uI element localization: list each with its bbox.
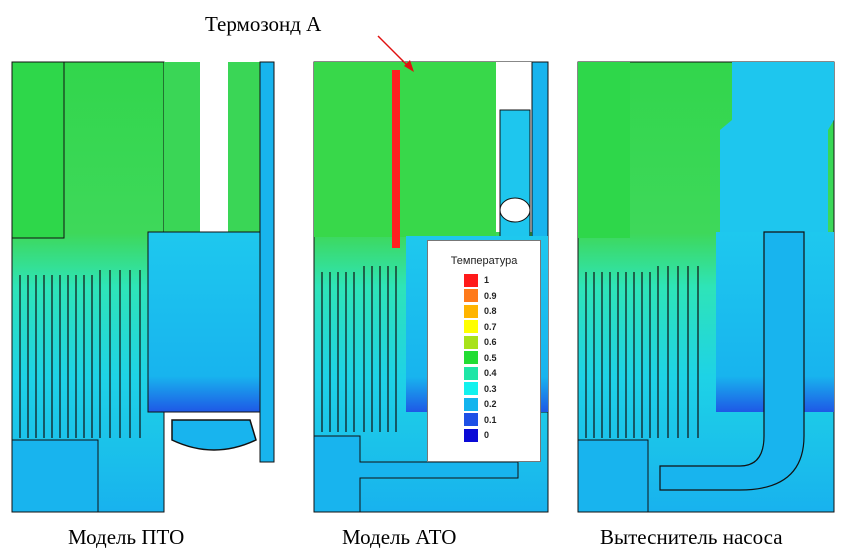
fuel-rods-pto bbox=[19, 270, 141, 438]
legend-entry: 1 bbox=[464, 273, 489, 287]
legend-entry: 0.1 bbox=[464, 413, 497, 427]
panel-pump-displacer bbox=[577, 61, 835, 513]
legend-swatch bbox=[464, 289, 478, 302]
temperature-legend: Температура 1 0.9 0.8 0.7 0.6 0.5 0.4 0.3 0.2 0.1… bbox=[427, 240, 541, 462]
legend-value: 0.8 bbox=[484, 306, 497, 316]
fuel-rods-ato bbox=[321, 266, 397, 432]
legend-swatch bbox=[464, 304, 478, 318]
caption-pto: Модель ПТО bbox=[68, 525, 185, 549]
legend-value: 0.7 bbox=[484, 321, 497, 332]
legend-entry: 0.7 bbox=[464, 320, 497, 334]
legend-entry: 0 bbox=[464, 428, 489, 442]
legend-value: 0.4 bbox=[484, 368, 497, 378]
legend-value: 0.3 bbox=[484, 383, 497, 394]
legend-entry: 0.9 bbox=[464, 289, 497, 303]
legend-swatch bbox=[464, 413, 478, 426]
legend-swatch bbox=[464, 397, 478, 411]
caption-pump-displacer: Вытеснитель насоса bbox=[600, 525, 783, 549]
legend-value: 0 bbox=[484, 430, 490, 440]
legend-value: 0.9 bbox=[484, 290, 497, 301]
legend-value: 0.2 bbox=[484, 399, 497, 409]
legend-swatch bbox=[464, 273, 478, 287]
legend-title: Температура bbox=[450, 255, 518, 267]
panel-pto bbox=[11, 61, 275, 513]
legend-swatch bbox=[464, 428, 478, 442]
probe-arrow bbox=[377, 35, 414, 72]
legend-entry: 0.4 bbox=[464, 366, 497, 380]
legend-entry: 0.8 bbox=[464, 304, 497, 318]
legend-value: 0.5 bbox=[484, 352, 497, 363]
legend-swatch bbox=[464, 320, 478, 333]
legend-entry: 0.5 bbox=[464, 351, 497, 365]
legend-swatch bbox=[464, 382, 478, 395]
legend-swatch bbox=[464, 351, 478, 364]
probe-label: Термозонд A bbox=[205, 12, 322, 36]
legend-entry: 0.3 bbox=[464, 382, 497, 396]
legend-entry: 0.6 bbox=[464, 335, 497, 349]
legend-value: 0.6 bbox=[484, 337, 497, 347]
legend-value: 1 bbox=[484, 275, 490, 285]
caption-ato: Модель АТО bbox=[342, 525, 457, 549]
probe-marker bbox=[392, 70, 400, 248]
legend-swatch bbox=[464, 366, 478, 380]
legend-entry: 0.2 bbox=[464, 397, 497, 411]
legend-swatch bbox=[464, 335, 478, 349]
fuel-rods-pump bbox=[585, 266, 699, 438]
legend-value: 0.1 bbox=[484, 414, 497, 425]
